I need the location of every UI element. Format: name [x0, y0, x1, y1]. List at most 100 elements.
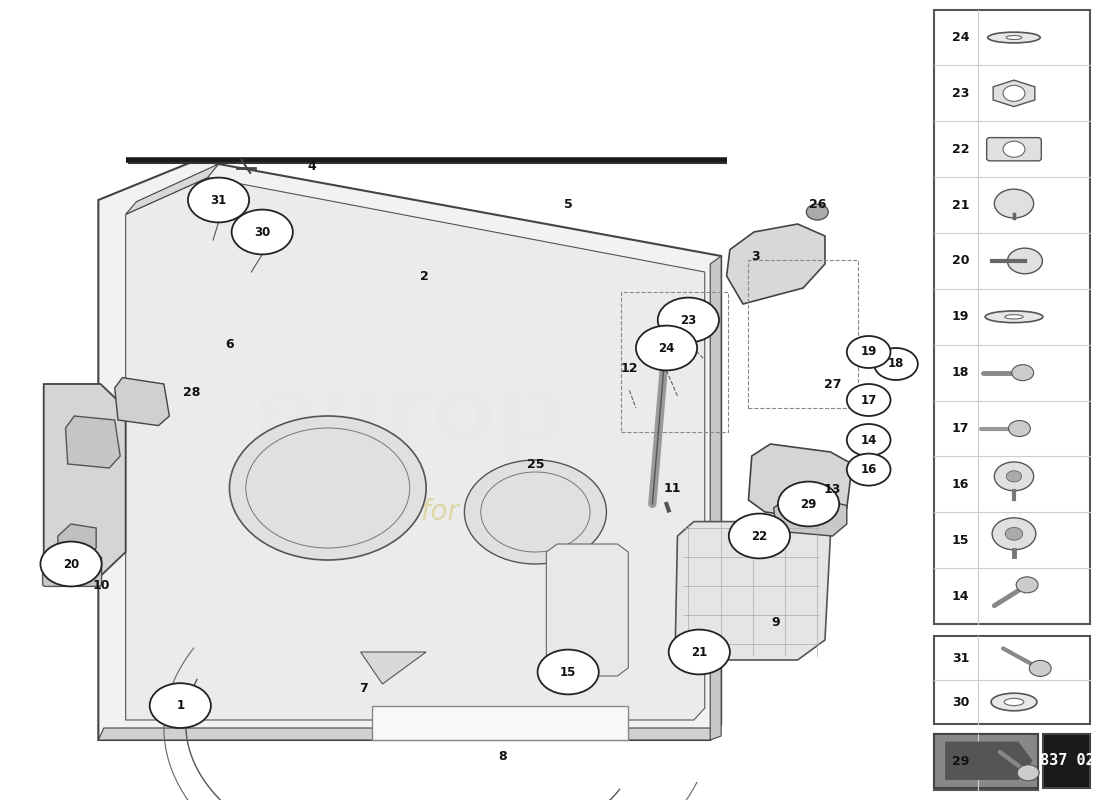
- Circle shape: [1005, 527, 1023, 540]
- Text: 29: 29: [952, 755, 969, 768]
- Circle shape: [1030, 661, 1052, 677]
- Circle shape: [669, 630, 730, 674]
- Circle shape: [1003, 142, 1025, 158]
- Circle shape: [1018, 765, 1040, 781]
- Text: 24: 24: [658, 342, 674, 354]
- Text: 21: 21: [691, 646, 707, 658]
- Ellipse shape: [1004, 314, 1023, 319]
- Text: 19: 19: [860, 346, 877, 358]
- Text: 14: 14: [952, 590, 969, 602]
- Circle shape: [847, 424, 891, 456]
- Text: 29: 29: [801, 498, 817, 510]
- Circle shape: [847, 384, 891, 416]
- Text: 9: 9: [771, 616, 780, 629]
- Polygon shape: [98, 728, 716, 740]
- Polygon shape: [711, 256, 722, 740]
- Circle shape: [1009, 421, 1031, 437]
- FancyBboxPatch shape: [1044, 734, 1090, 788]
- Polygon shape: [748, 444, 852, 520]
- Text: 3: 3: [750, 250, 759, 262]
- FancyBboxPatch shape: [934, 734, 1038, 790]
- Polygon shape: [66, 416, 120, 468]
- Text: 837 02: 837 02: [1040, 754, 1094, 768]
- Text: 17: 17: [860, 394, 877, 406]
- Polygon shape: [945, 742, 1033, 780]
- Circle shape: [1016, 577, 1038, 593]
- Text: 2: 2: [419, 270, 428, 282]
- Text: 8: 8: [498, 750, 507, 762]
- Ellipse shape: [988, 32, 1041, 43]
- Ellipse shape: [991, 693, 1037, 710]
- FancyBboxPatch shape: [934, 636, 1090, 724]
- Polygon shape: [125, 164, 219, 214]
- Ellipse shape: [986, 311, 1043, 322]
- Circle shape: [994, 462, 1034, 490]
- Polygon shape: [125, 178, 705, 720]
- Polygon shape: [547, 544, 628, 676]
- Text: 25: 25: [527, 458, 544, 470]
- Circle shape: [1006, 470, 1022, 482]
- Text: 30: 30: [254, 226, 271, 238]
- Text: 24: 24: [952, 31, 969, 44]
- Circle shape: [230, 416, 426, 560]
- Circle shape: [636, 326, 697, 370]
- Circle shape: [847, 454, 891, 486]
- Text: 18: 18: [888, 358, 904, 370]
- Circle shape: [658, 298, 719, 342]
- Circle shape: [994, 189, 1034, 218]
- Polygon shape: [993, 80, 1035, 106]
- Text: 14: 14: [860, 434, 877, 446]
- Circle shape: [232, 210, 293, 254]
- Circle shape: [992, 518, 1036, 550]
- Ellipse shape: [1004, 698, 1024, 706]
- Text: 7: 7: [360, 682, 368, 694]
- Polygon shape: [44, 384, 125, 576]
- Circle shape: [806, 204, 828, 220]
- Circle shape: [847, 336, 891, 368]
- Circle shape: [41, 542, 101, 586]
- FancyBboxPatch shape: [934, 734, 1038, 788]
- Circle shape: [1003, 86, 1025, 102]
- Text: 6: 6: [226, 338, 234, 350]
- Text: 16: 16: [952, 478, 969, 491]
- Text: 17: 17: [952, 422, 969, 435]
- Text: 15: 15: [952, 534, 969, 546]
- Circle shape: [150, 683, 211, 728]
- Polygon shape: [114, 378, 169, 426]
- Circle shape: [1012, 365, 1034, 381]
- Text: 22: 22: [952, 142, 969, 156]
- Circle shape: [729, 514, 790, 558]
- Polygon shape: [98, 160, 722, 740]
- Ellipse shape: [1006, 35, 1022, 39]
- Text: 4: 4: [307, 160, 316, 173]
- Polygon shape: [727, 224, 825, 304]
- Text: 1: 1: [176, 699, 185, 712]
- Text: 11: 11: [663, 482, 681, 494]
- Text: 26: 26: [808, 198, 826, 210]
- Text: a passion for parts: a passion for parts: [280, 498, 539, 526]
- Circle shape: [464, 460, 606, 564]
- Circle shape: [778, 482, 839, 526]
- Text: 10: 10: [92, 579, 110, 592]
- Text: 21: 21: [952, 198, 969, 211]
- Text: 23: 23: [952, 87, 969, 100]
- Text: 20: 20: [952, 254, 969, 267]
- Text: 31: 31: [952, 651, 969, 665]
- Polygon shape: [361, 652, 426, 684]
- FancyBboxPatch shape: [934, 10, 1090, 624]
- Circle shape: [874, 348, 917, 380]
- Text: 31: 31: [210, 194, 227, 206]
- Text: 12: 12: [620, 362, 638, 374]
- Text: 22: 22: [751, 530, 768, 542]
- Text: 20: 20: [63, 558, 79, 570]
- Text: europ: europ: [254, 370, 565, 462]
- Text: 16: 16: [860, 463, 877, 476]
- Text: 30: 30: [952, 695, 969, 709]
- FancyBboxPatch shape: [987, 138, 1042, 161]
- Circle shape: [538, 650, 598, 694]
- Polygon shape: [58, 524, 96, 560]
- Text: 5: 5: [564, 198, 573, 210]
- Circle shape: [1008, 248, 1043, 274]
- Circle shape: [188, 178, 249, 222]
- Text: 13: 13: [824, 483, 842, 496]
